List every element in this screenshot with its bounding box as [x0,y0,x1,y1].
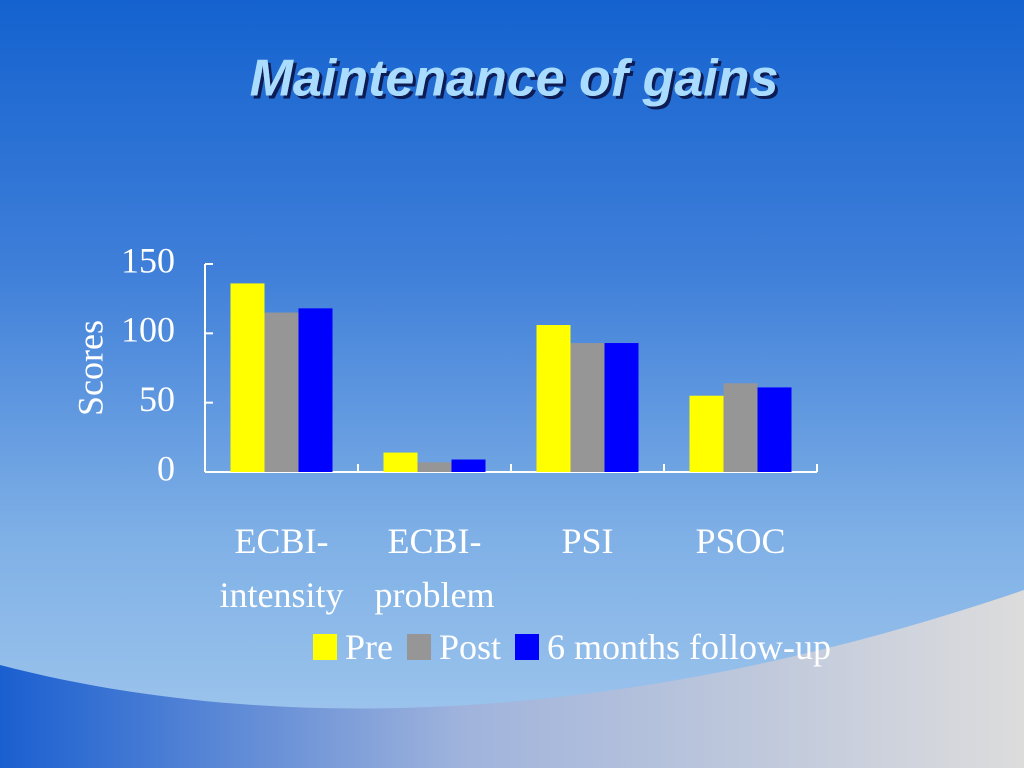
legend-swatch [312,634,337,660]
legend-swatch [406,634,431,660]
bar [298,308,333,472]
y-tick-label: 100 [121,310,175,350]
bar [757,387,792,472]
x-tick-label: PSOC [695,521,786,561]
bar [451,459,486,472]
bar [604,343,639,472]
legend-item: 6 months follow-up [515,626,831,668]
y-tick-label: 150 [121,240,175,280]
x-tick-label: PSI [561,521,614,561]
bar [417,462,452,472]
legend-item: Post [406,626,502,668]
legend-label: 6 months follow-up [547,627,832,667]
background-wave [0,590,1024,768]
bar [536,325,571,472]
bar [570,343,605,472]
legend: Pre Post 6 months follow-up [0,626,1024,668]
chart-title: Maintenance of gains [250,50,779,108]
bar [689,395,724,472]
y-tick-label: 50 [139,379,175,419]
legend-label: Pre [344,627,393,667]
bar [723,383,758,472]
legend-swatch [515,634,540,660]
bar [383,452,418,472]
y-tick-label: 0 [157,448,175,488]
legend-label: Post [438,627,502,667]
bar [230,283,265,472]
legend-item: Pre [312,626,393,668]
y-axis-label: Scores [70,320,110,416]
x-tick-label: ECBI-intensity [219,521,344,615]
x-tick-label: ECBI-problem [374,521,495,615]
bar [264,312,299,472]
